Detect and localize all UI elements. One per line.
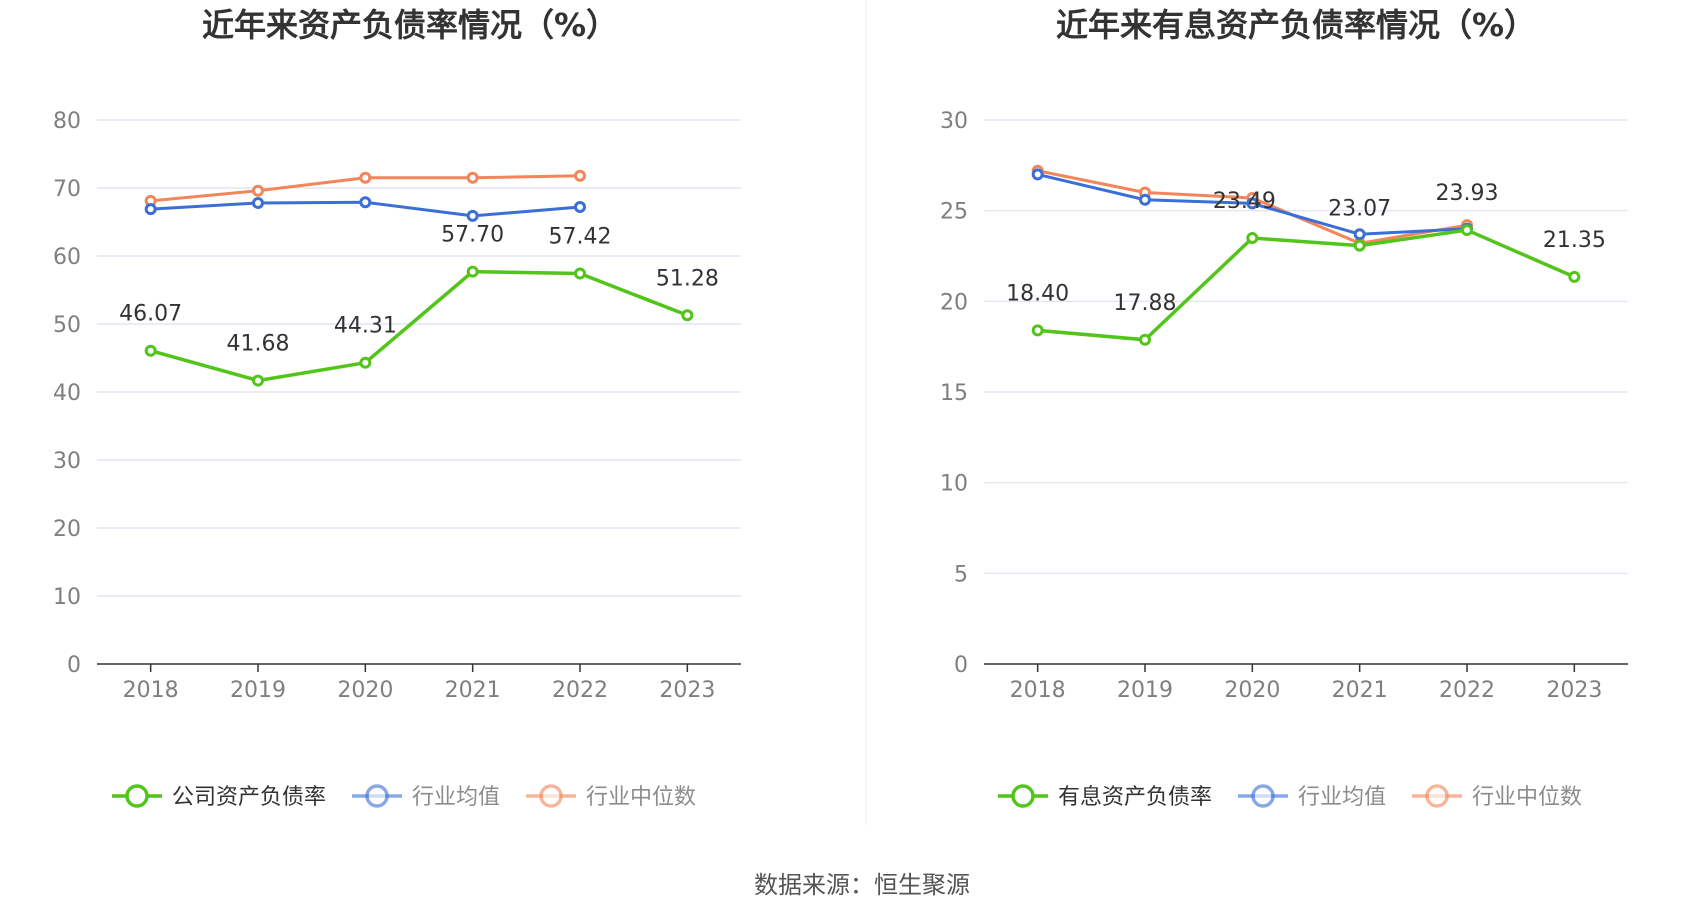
data-point xyxy=(574,201,586,214)
y-tick-label: 0 xyxy=(954,653,968,678)
legend-swatch-marker xyxy=(1011,784,1035,808)
y-tick-label: 50 xyxy=(53,313,81,338)
legend-item[interactable]: 公司资产负债率 xyxy=(112,784,326,810)
y-tick-label: 80 xyxy=(53,109,81,134)
data-point xyxy=(1568,270,1581,283)
legend-item[interactable]: 行业均值 xyxy=(1238,784,1386,810)
data-point xyxy=(359,171,372,184)
asset-liability-chart: 近年来资产负债率情况（%） 0 10 20 30 40 50 60 70 80 2018 2019 20… xyxy=(53,6,741,810)
legend-label: 行业中位数 xyxy=(586,785,696,810)
legend-swatch-marker xyxy=(125,784,149,808)
data-point xyxy=(1139,193,1151,206)
data-point xyxy=(466,171,479,184)
data-point xyxy=(466,209,479,222)
legend-item[interactable]: 行业中位数 xyxy=(1412,784,1582,810)
data-label: 17.88 xyxy=(1114,291,1177,316)
x-tick-label: 2020 xyxy=(337,678,393,703)
data-point xyxy=(1031,324,1044,337)
y-tick-label: 10 xyxy=(53,585,81,610)
series-line-0 xyxy=(150,269,688,383)
data-point xyxy=(144,203,157,216)
x-tick-label: 2018 xyxy=(123,678,179,703)
legend-label: 行业均值 xyxy=(1298,785,1386,810)
data-point xyxy=(1246,232,1259,245)
data-label: 44.31 xyxy=(334,314,397,339)
y-tick-label: 20 xyxy=(53,517,81,542)
y-tick-label: 0 xyxy=(67,653,81,678)
y-tick-label: 5 xyxy=(954,562,968,587)
x-tick-label: 2018 xyxy=(1010,678,1066,703)
data-label: 51.28 xyxy=(656,266,719,291)
data-point xyxy=(1353,228,1366,241)
legend-label: 行业均值 xyxy=(412,785,500,810)
chart-title: 近年来有息资产负债率情况（%） xyxy=(1056,6,1536,44)
series-line-0 xyxy=(1037,228,1576,342)
data-point xyxy=(252,184,264,197)
legend-swatch-marker xyxy=(1251,784,1275,808)
data-point xyxy=(144,344,157,357)
data-point xyxy=(1461,224,1473,237)
x-tick-label: 2021 xyxy=(1332,678,1388,703)
data-label: 21.35 xyxy=(1543,228,1606,253)
data-point xyxy=(466,265,479,278)
x-tick-label: 2019 xyxy=(230,678,286,703)
y-tick-label: 70 xyxy=(53,177,81,202)
data-point xyxy=(359,196,372,209)
legend-label: 公司资产负债率 xyxy=(172,785,326,810)
data-label: 57.42 xyxy=(549,225,612,250)
x-tick-label: 2020 xyxy=(1224,678,1280,703)
legend-label: 有息资产负债率 xyxy=(1058,785,1212,810)
data-point xyxy=(252,196,264,209)
legend-item[interactable]: 有息资产负债率 xyxy=(998,784,1212,810)
legend-item[interactable]: 行业均值 xyxy=(352,784,500,810)
chart-title: 近年来资产负债率情况（%） xyxy=(202,6,618,44)
data-point xyxy=(574,267,586,280)
data-label: 18.40 xyxy=(1006,281,1069,306)
y-tick-label: 25 xyxy=(940,200,968,225)
x-tick-label: 2019 xyxy=(1117,678,1173,703)
data-label: 46.07 xyxy=(119,302,182,327)
data-label: 23.93 xyxy=(1436,181,1499,206)
legend-item[interactable]: 行业中位数 xyxy=(526,784,696,810)
data-label: 23.49 xyxy=(1213,189,1276,214)
legend-swatch-marker xyxy=(365,784,389,808)
x-tick-label: 2021 xyxy=(445,678,501,703)
x-tick-label: 2022 xyxy=(552,678,608,703)
data-point xyxy=(252,374,264,387)
source-note: 数据来源：恒生聚源 xyxy=(754,871,970,899)
y-tick-label: 30 xyxy=(53,449,81,474)
data-label: 57.70 xyxy=(441,223,504,248)
y-tick-label: 30 xyxy=(940,109,968,134)
y-tick-label: 60 xyxy=(53,245,81,270)
legend-swatch-marker xyxy=(1425,784,1449,808)
data-label: 41.68 xyxy=(227,332,290,357)
interest-bearing-liability-chart: 近年来有息资产负债率情况（%） 0 5 10 15 20 25 30 2018 2019 2020 2… xyxy=(940,6,1628,810)
data-point xyxy=(1031,168,1044,181)
data-point xyxy=(574,169,586,182)
legend-label: 行业中位数 xyxy=(1472,785,1582,810)
data-point xyxy=(1139,333,1151,346)
data-point xyxy=(1246,197,1259,210)
data-point xyxy=(681,309,694,322)
y-tick-label: 10 xyxy=(940,472,968,497)
x-tick-label: 2023 xyxy=(1546,678,1602,703)
y-tick-label: 15 xyxy=(940,381,968,406)
legend-swatch-marker xyxy=(539,784,563,808)
x-tick-label: 2022 xyxy=(1439,678,1495,703)
y-tick-label: 40 xyxy=(53,381,81,406)
data-point xyxy=(1353,239,1366,252)
data-label: 23.07 xyxy=(1328,197,1391,222)
data-point xyxy=(359,356,372,369)
x-tick-label: 2023 xyxy=(659,678,715,703)
y-tick-label: 20 xyxy=(940,290,968,315)
